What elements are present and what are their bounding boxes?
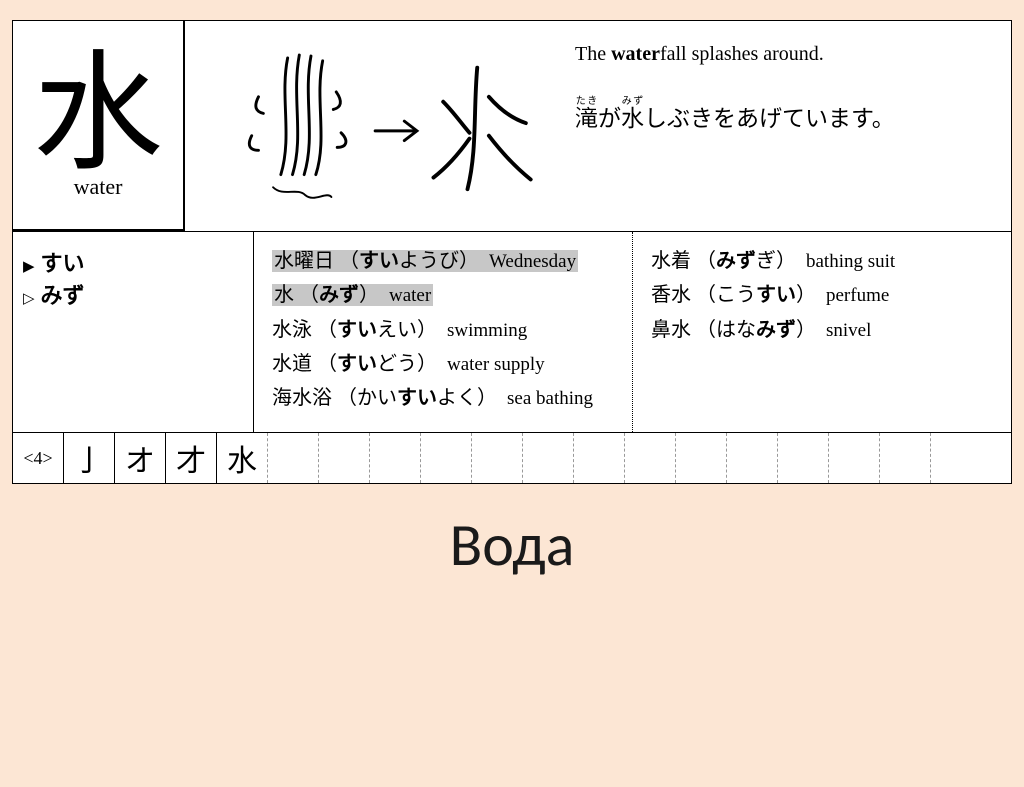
stroke-cell-empty xyxy=(318,433,369,483)
kanji-card: 水 water xyxy=(12,20,1012,484)
vocab-item: 鼻水 （はなみず） snivel xyxy=(651,313,993,347)
stroke-cells: 亅オ才水 xyxy=(63,433,1011,483)
kunyomi-reading: みず xyxy=(23,278,243,310)
onyomi-reading: すい xyxy=(23,246,243,278)
stroke-step: 亅 xyxy=(63,433,114,483)
stroke-count: <4> xyxy=(13,448,63,469)
vocab-item: 水 （みず） water xyxy=(272,278,614,312)
eng-bold: water xyxy=(611,43,660,65)
stroke-cell-empty xyxy=(930,433,981,483)
mid-row: すい みず 水曜日 （すいようび） Wednesday水 （みず） water水… xyxy=(13,232,1011,433)
stroke-cell-empty xyxy=(573,433,624,483)
mnemonic-drawing xyxy=(205,41,555,211)
stroke-cell-empty xyxy=(879,433,930,483)
vocab-item: 水曜日 （すいようび） Wednesday xyxy=(272,244,614,278)
eng-pre: The xyxy=(575,43,611,65)
readings-box: すい みず xyxy=(13,232,253,432)
top-row: 水 water xyxy=(13,21,1011,232)
kanji-glyph: 水 xyxy=(33,50,163,180)
english-sentence: The waterfall splashes around. xyxy=(575,43,991,66)
slide-caption: Вода xyxy=(0,509,1024,582)
kanji-meaning: water xyxy=(74,174,123,200)
stroke-order-row: <4> 亅オ才水 xyxy=(13,433,1011,483)
kanji-box: 水 water xyxy=(13,21,185,231)
vocab-item: 海水浴 （かいすいよく） sea bathing xyxy=(272,381,614,415)
stroke-cell-empty xyxy=(675,433,726,483)
stroke-step: オ xyxy=(114,433,165,483)
stroke-step: 水 xyxy=(216,433,267,483)
vocab-item: 水泳 （すいえい） swimming xyxy=(272,313,614,347)
vocab-item: 水道 （すいどう） water supply xyxy=(272,347,614,381)
eng-post: fall splashes around. xyxy=(660,43,824,65)
stroke-cell-empty xyxy=(726,433,777,483)
japanese-sentence: 滝たきが水みずしぶきをあげています。 xyxy=(575,96,991,133)
stroke-cell-empty xyxy=(369,433,420,483)
stroke-cell-empty xyxy=(420,433,471,483)
ruby-2: 水みず xyxy=(621,106,644,131)
vocab-item: 香水 （こうすい） perfume xyxy=(651,278,993,312)
stroke-cell-empty xyxy=(777,433,828,483)
stroke-cell-empty xyxy=(624,433,675,483)
stroke-cell-empty xyxy=(267,433,318,483)
vocab-col-right: 水着 （みずぎ） bathing suit香水 （こうすい） perfume鼻水… xyxy=(633,232,1011,432)
mnemonic-sentences: The waterfall splashes around. 滝たきが水みずしぶ… xyxy=(575,41,991,133)
ruby-1: 滝たき xyxy=(575,106,598,131)
stroke-step: 才 xyxy=(165,433,216,483)
vocab-item: 水着 （みずぎ） bathing suit xyxy=(651,244,993,278)
stroke-cell-empty xyxy=(522,433,573,483)
stroke-cell-empty xyxy=(471,433,522,483)
mnemonic-area: The waterfall splashes around. 滝たきが水みずしぶ… xyxy=(185,21,1011,231)
vocab-col-left: 水曜日 （すいようび） Wednesday水 （みず） water水泳 （すいえ… xyxy=(254,232,633,432)
stroke-cell-empty xyxy=(828,433,879,483)
vocab-columns: 水曜日 （すいようび） Wednesday水 （みず） water水泳 （すいえ… xyxy=(253,232,1011,432)
